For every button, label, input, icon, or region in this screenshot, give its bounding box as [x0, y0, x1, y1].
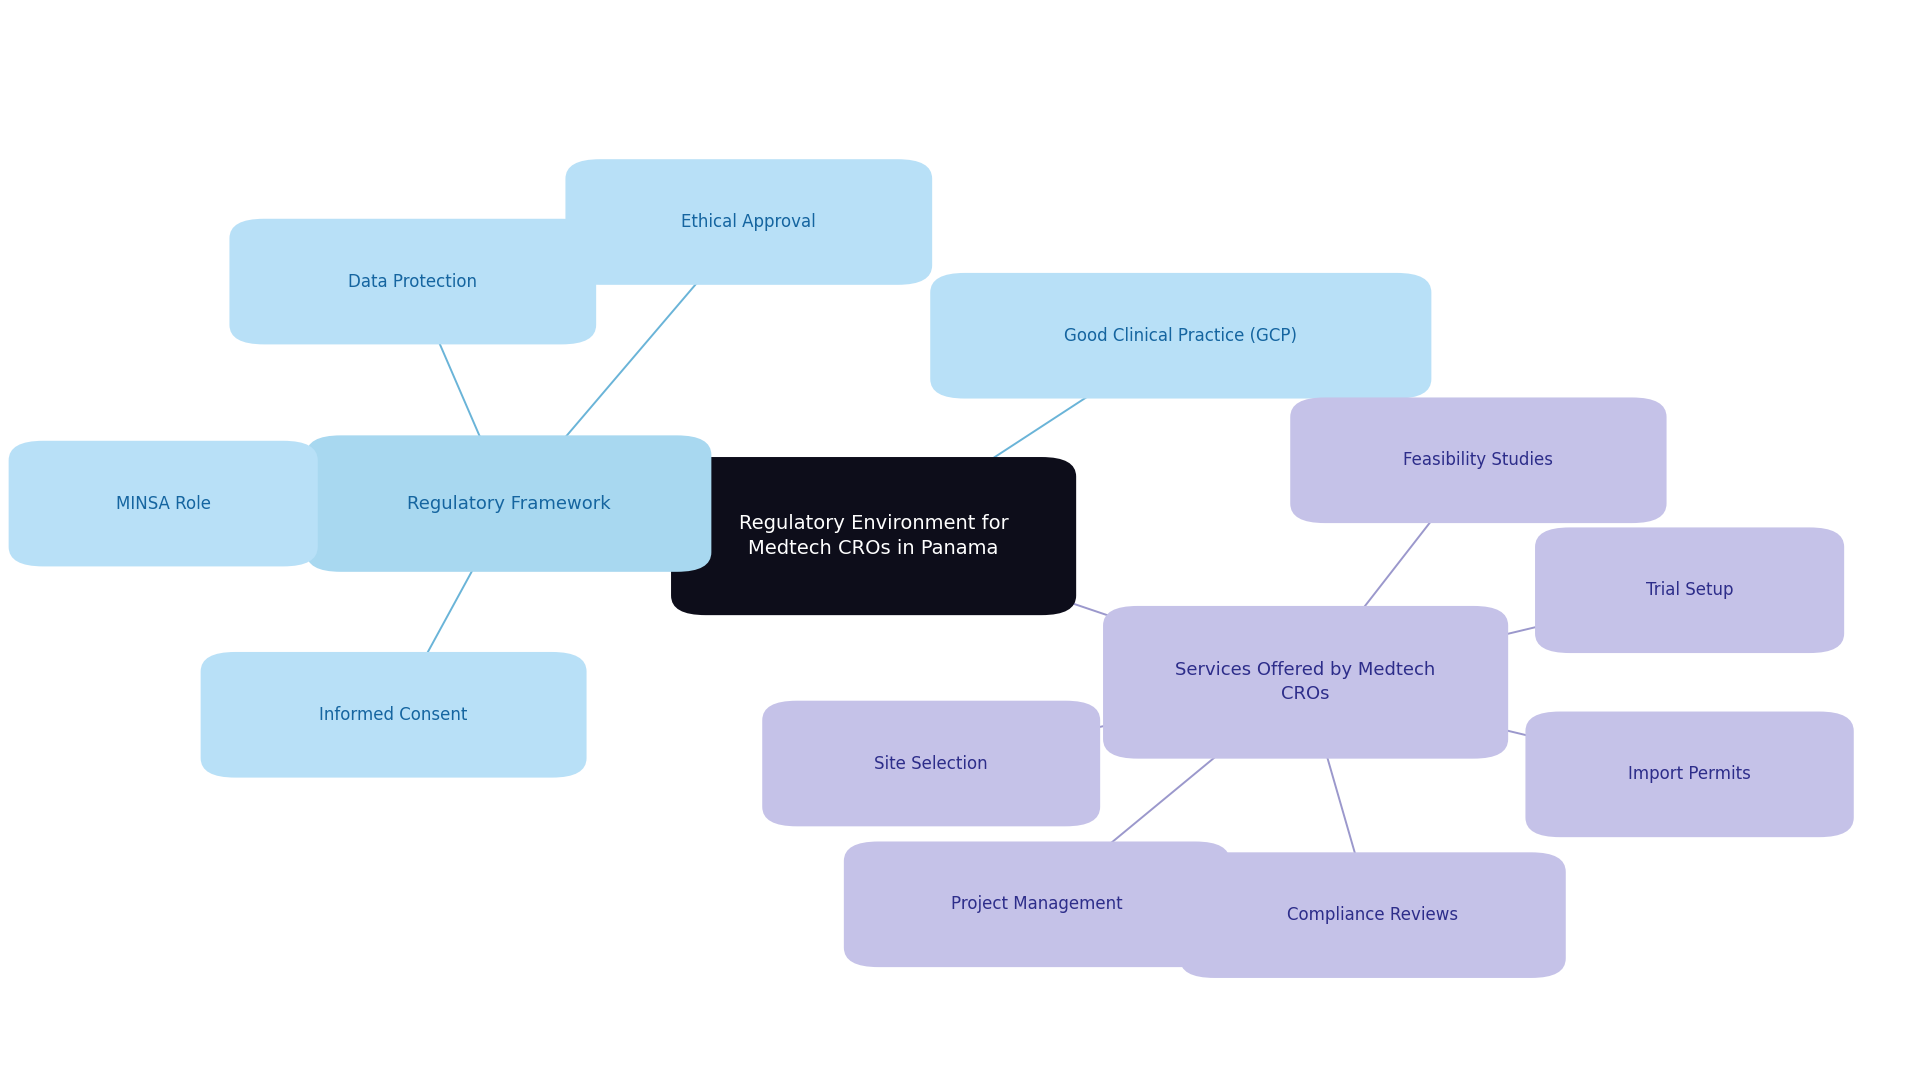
Text: Good Clinical Practice (GCP): Good Clinical Practice (GCP) — [1064, 327, 1298, 344]
Text: Import Permits: Import Permits — [1628, 766, 1751, 783]
FancyBboxPatch shape — [1536, 527, 1843, 653]
FancyBboxPatch shape — [929, 273, 1430, 399]
Text: Trial Setup: Trial Setup — [1645, 582, 1734, 599]
Text: Regulatory Environment for
Medtech CROs in Panama: Regulatory Environment for Medtech CROs … — [739, 514, 1008, 558]
Text: Project Management: Project Management — [950, 896, 1123, 913]
FancyBboxPatch shape — [1524, 712, 1855, 837]
FancyBboxPatch shape — [307, 435, 712, 572]
FancyBboxPatch shape — [762, 701, 1100, 826]
Text: Services Offered by Medtech
CROs: Services Offered by Medtech CROs — [1175, 662, 1436, 703]
FancyBboxPatch shape — [200, 652, 588, 778]
FancyBboxPatch shape — [1179, 852, 1565, 978]
Text: Regulatory Framework: Regulatory Framework — [407, 495, 611, 512]
FancyBboxPatch shape — [672, 457, 1075, 615]
Text: Data Protection: Data Protection — [348, 273, 478, 290]
FancyBboxPatch shape — [1102, 606, 1507, 758]
Text: Informed Consent: Informed Consent — [319, 706, 468, 723]
FancyBboxPatch shape — [230, 219, 595, 344]
Text: Site Selection: Site Selection — [874, 755, 989, 772]
FancyBboxPatch shape — [10, 441, 317, 566]
FancyBboxPatch shape — [1290, 397, 1667, 523]
Text: Compliance Reviews: Compliance Reviews — [1286, 906, 1459, 924]
Text: Feasibility Studies: Feasibility Studies — [1404, 452, 1553, 469]
FancyBboxPatch shape — [564, 159, 933, 285]
Text: Ethical Approval: Ethical Approval — [682, 213, 816, 231]
FancyBboxPatch shape — [845, 841, 1231, 967]
Text: MINSA Role: MINSA Role — [115, 495, 211, 512]
